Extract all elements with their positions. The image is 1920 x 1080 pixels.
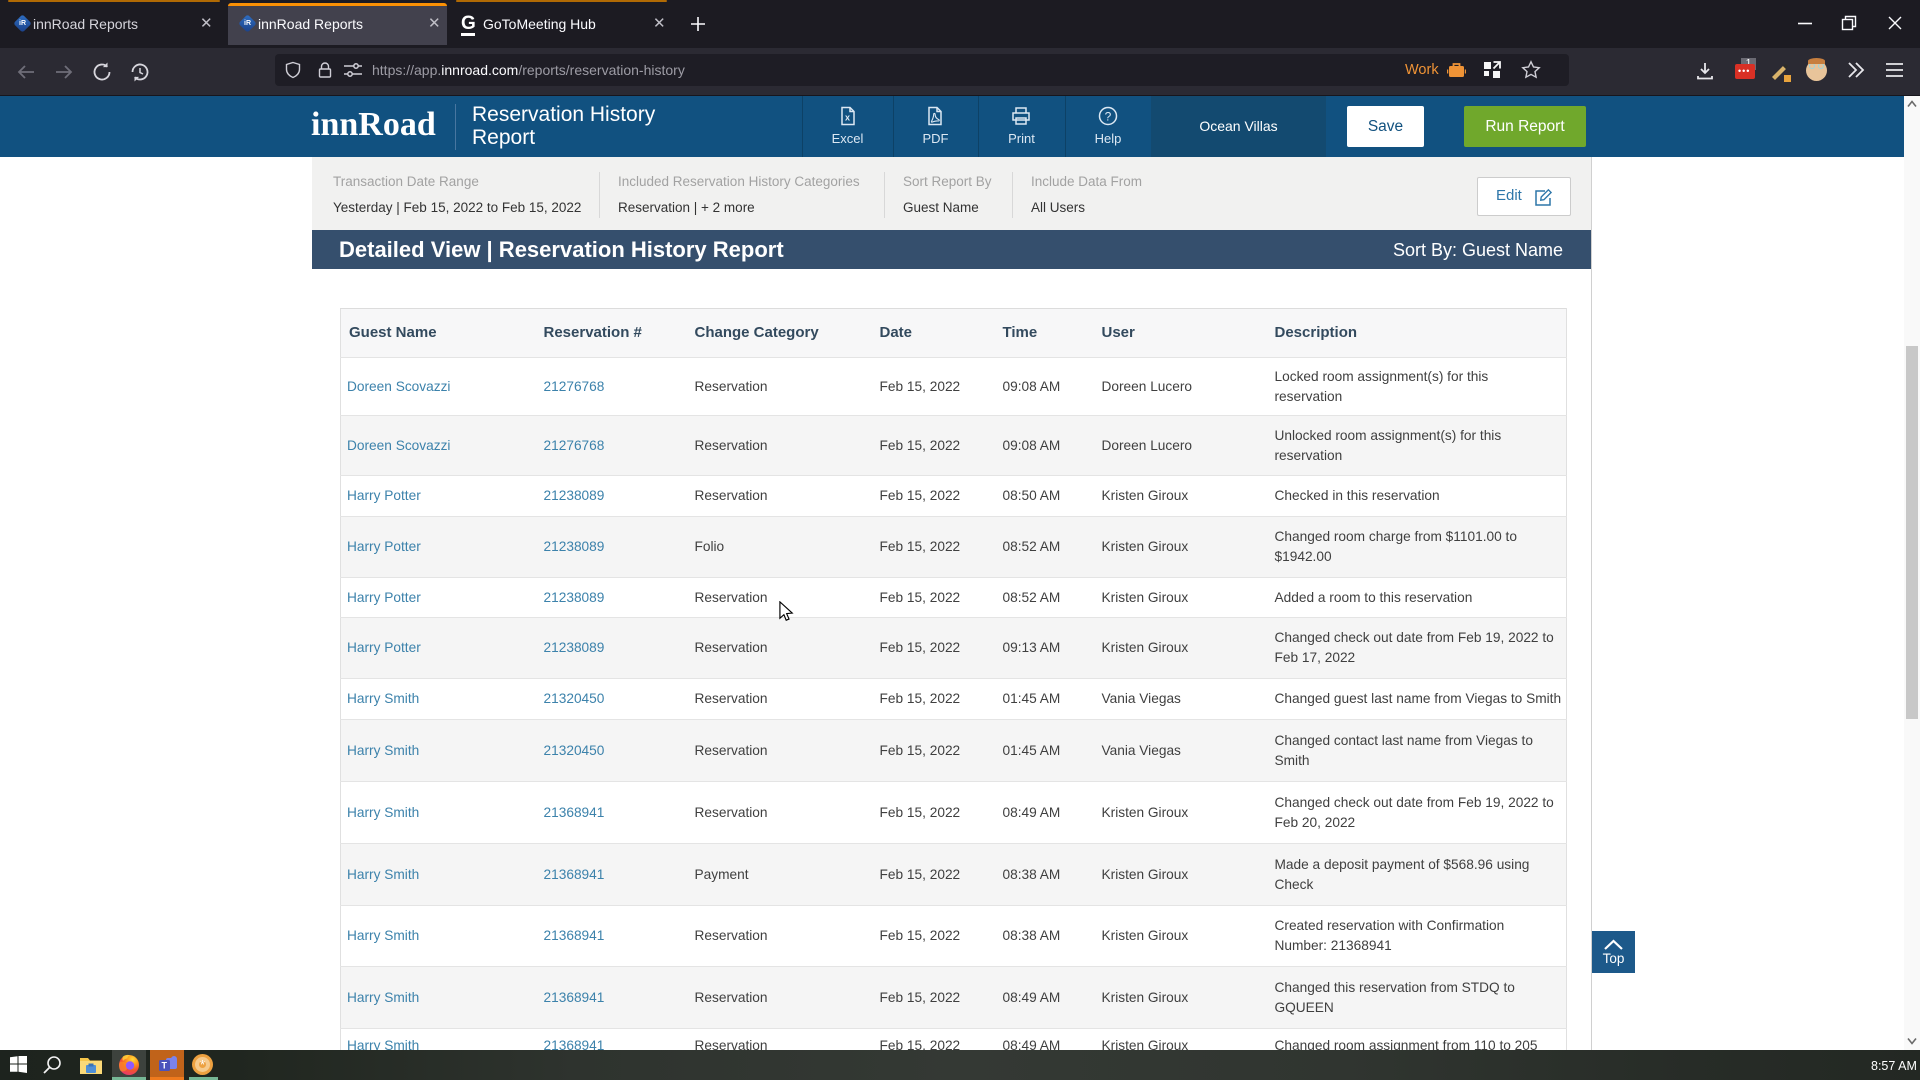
svg-text:?: ? [1105,110,1112,124]
svg-text:T: T [162,1061,168,1071]
svg-text:x: x [845,113,850,123]
